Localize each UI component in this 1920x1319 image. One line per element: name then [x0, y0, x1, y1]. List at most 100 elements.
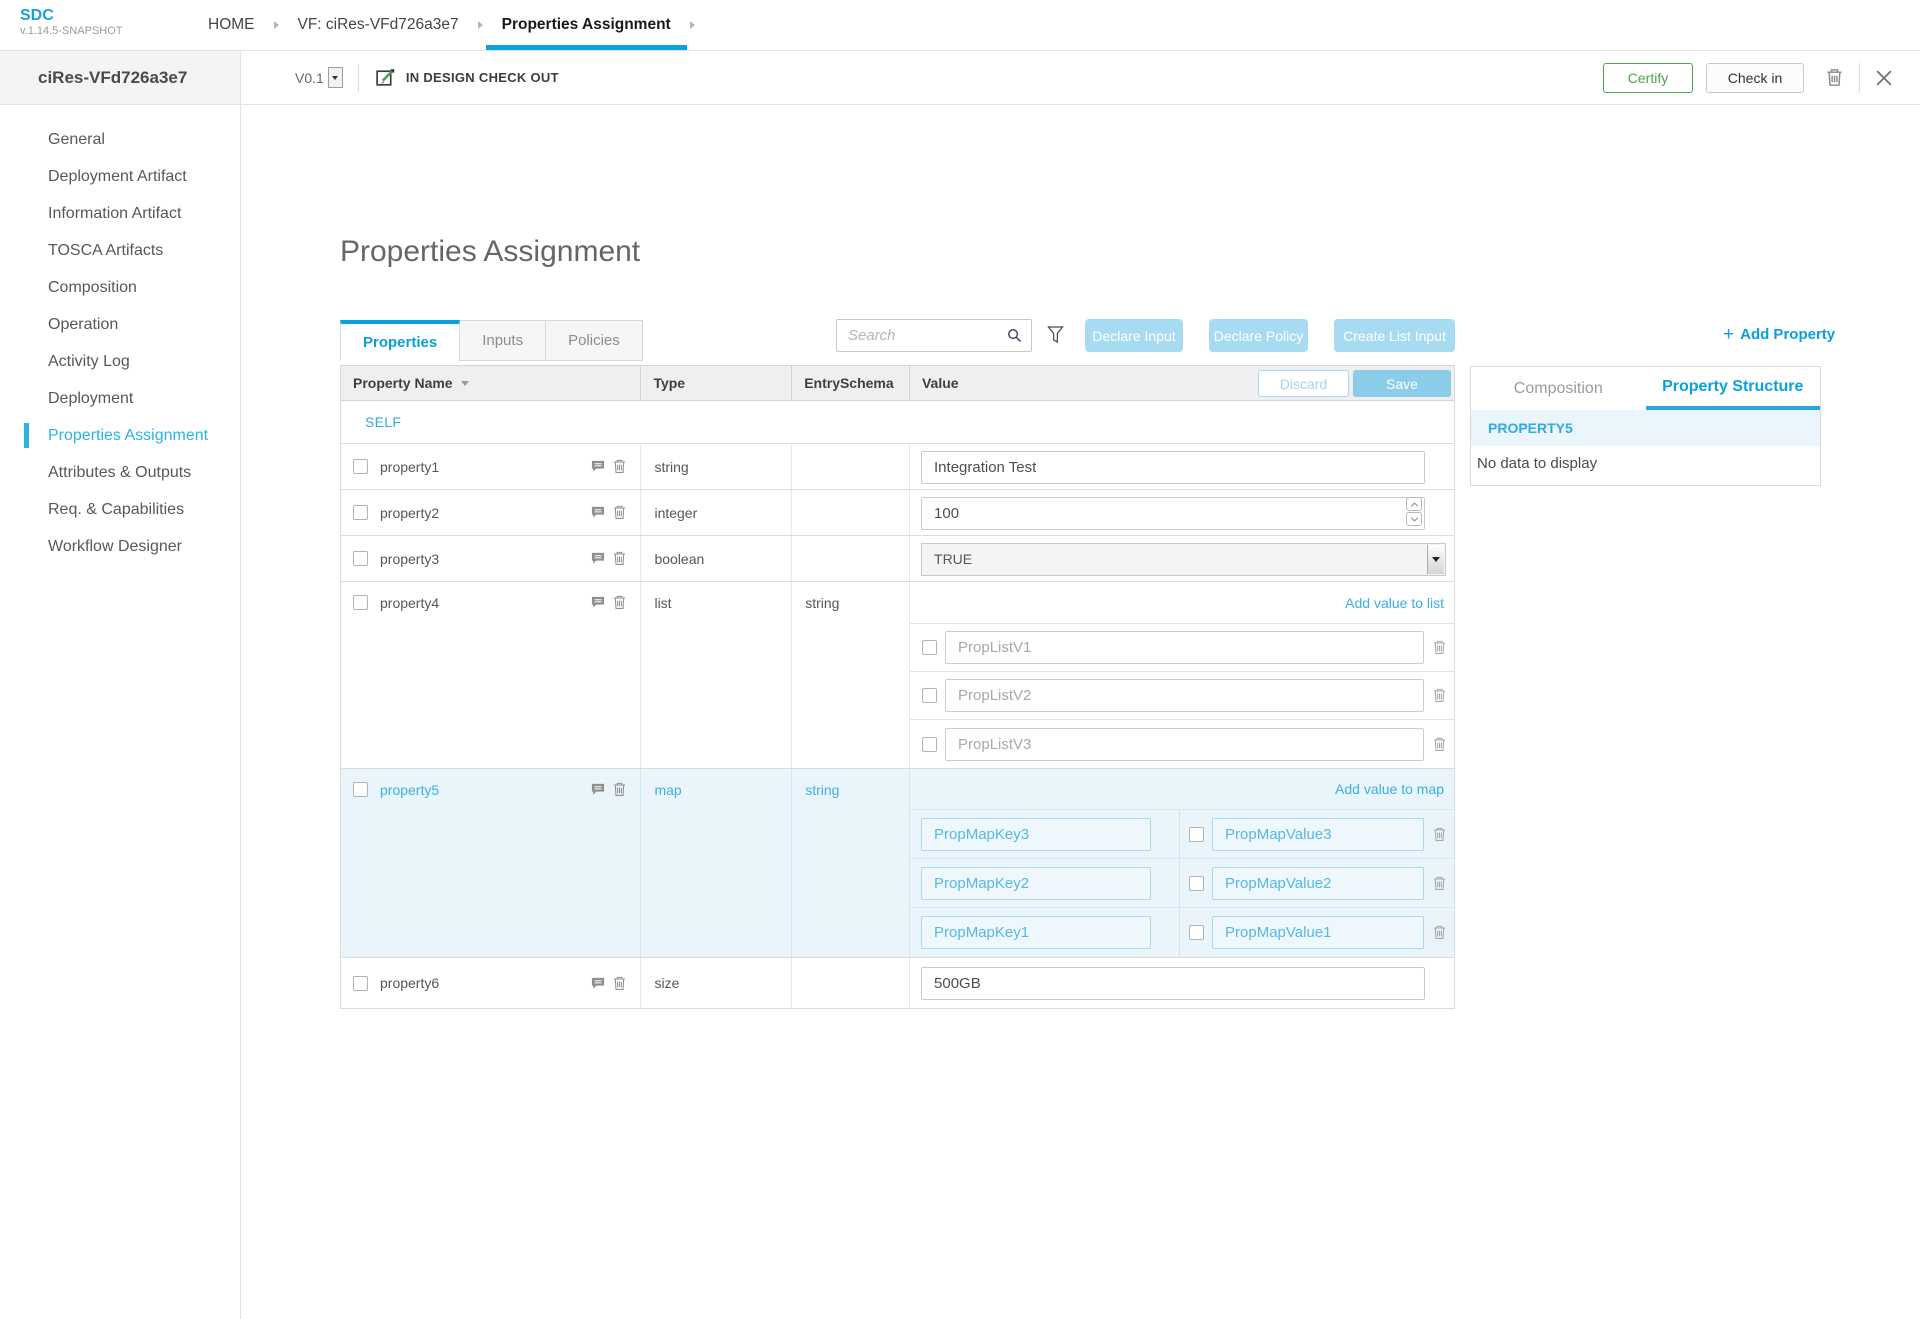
comment-icon[interactable]: [591, 783, 605, 796]
save-button[interactable]: Save: [1352, 370, 1451, 397]
sidebar-item-deployment[interactable]: Deployment: [48, 390, 134, 407]
trash-icon[interactable]: [1433, 640, 1446, 655]
breadcrumb-arrow-icon: [273, 21, 279, 29]
check-in-button[interactable]: Check in: [1706, 62, 1804, 93]
discard-button[interactable]: Discard: [1257, 370, 1349, 397]
map-key-input[interactable]: [921, 916, 1152, 949]
trash-icon[interactable]: [613, 551, 626, 566]
map-value-checkbox[interactable]: [1189, 925, 1205, 940]
selected-property-name[interactable]: PROPERTY5: [1471, 410, 1820, 446]
spinner-up-button[interactable]: [1406, 497, 1423, 511]
column-header-property-name[interactable]: Property Name: [341, 366, 640, 400]
tab-composition[interactable]: Composition: [1513, 379, 1603, 397]
boolean-select[interactable]: TRUE: [921, 542, 1447, 576]
tab-inputs[interactable]: Inputs: [460, 320, 547, 361]
property-name[interactable]: property5: [380, 782, 440, 798]
row-checkbox[interactable]: [353, 595, 368, 610]
trash-icon[interactable]: [1433, 827, 1446, 842]
chevron-up-icon: [1410, 501, 1418, 509]
list-value-input[interactable]: [945, 679, 1425, 712]
list-value-checkbox[interactable]: [922, 688, 938, 703]
trash-icon[interactable]: [613, 976, 626, 991]
list-value-checkbox[interactable]: [922, 736, 938, 752]
certify-button[interactable]: Certify: [1603, 62, 1693, 93]
property-type: list: [640, 582, 791, 768]
trash-icon[interactable]: [613, 505, 626, 520]
map-value-input[interactable]: [1212, 817, 1425, 851]
breadcrumb-vf[interactable]: VF: ciRes-VFd726a3e7: [297, 16, 459, 33]
sidebar-item-information-artifact[interactable]: Information Artifact: [48, 205, 182, 222]
sidebar-item-activity-log[interactable]: Activity Log: [48, 353, 130, 370]
trash-icon[interactable]: [1433, 876, 1446, 891]
map-value-checkbox[interactable]: [1189, 875, 1205, 891]
comment-icon[interactable]: [591, 977, 605, 990]
column-header-type: Type: [640, 366, 791, 400]
search-icon[interactable]: [1007, 328, 1022, 343]
spinner-down-button[interactable]: [1406, 512, 1423, 526]
tab-properties[interactable]: Properties: [340, 320, 461, 361]
trash-icon[interactable]: [1433, 688, 1446, 703]
version-select[interactable]: [327, 67, 343, 88]
properties-table: Property Name Type EntrySchema Value Dis…: [340, 365, 1455, 1009]
add-value-to-list-link[interactable]: Add value to list: [1345, 594, 1445, 611]
group-row-self[interactable]: SELF: [341, 401, 1454, 444]
sidebar-item-properties-assignment[interactable]: Properties Assignment: [0, 417, 240, 454]
value-input[interactable]: [921, 450, 1426, 484]
breadcrumb-home[interactable]: HOME: [208, 16, 255, 33]
row-checkbox[interactable]: [353, 551, 368, 566]
property-structure-panel: Composition Property Structure PROPERTY5…: [1470, 366, 1821, 486]
row-checkbox[interactable]: [353, 975, 368, 991]
trash-icon[interactable]: [613, 459, 626, 474]
comment-icon[interactable]: [591, 506, 605, 519]
property-type: size: [640, 958, 791, 1008]
sidebar-item-attributes-outputs[interactable]: Attributes & Outputs: [48, 464, 192, 481]
map-value-input[interactable]: [1212, 866, 1425, 900]
declare-input-button[interactable]: Declare Input: [1085, 319, 1183, 352]
list-value-row: [910, 624, 1455, 672]
property-type: map: [640, 769, 791, 957]
delete-icon[interactable]: [1826, 68, 1843, 87]
tab-property-structure[interactable]: Property Structure: [1645, 367, 1820, 410]
list-value-input[interactable]: [945, 727, 1425, 761]
sidebar-item-deployment-artifact[interactable]: Deployment Artifact: [48, 168, 187, 185]
sidebar-item-operation[interactable]: Operation: [48, 316, 119, 333]
column-header-value: Value Discard Save: [908, 366, 1454, 400]
sidebar-item-workflow-designer[interactable]: Workflow Designer: [48, 538, 182, 555]
version-label: V0.1: [295, 69, 324, 86]
search-input[interactable]: [837, 327, 1007, 344]
filter-icon[interactable]: [1047, 325, 1064, 345]
comment-icon[interactable]: [591, 596, 605, 609]
map-value-input[interactable]: [1212, 916, 1425, 949]
sidebar-item-general[interactable]: General: [48, 131, 105, 148]
comment-icon[interactable]: [591, 460, 605, 473]
tab-policies[interactable]: Policies: [546, 320, 643, 361]
map-value-checkbox[interactable]: [1189, 826, 1205, 842]
trash-icon[interactable]: [613, 595, 626, 610]
sidebar-item-req-capabilities[interactable]: Req. & Capabilities: [48, 501, 185, 518]
value-number-input[interactable]: [921, 496, 1426, 530]
add-property-button[interactable]: + Add Property: [1723, 325, 1835, 344]
sidebar-item-composition[interactable]: Composition: [48, 279, 137, 296]
close-icon[interactable]: [1876, 70, 1892, 86]
select-dropdown-button[interactable]: [1427, 544, 1445, 574]
trash-icon[interactable]: [1433, 925, 1446, 940]
row-checkbox[interactable]: [353, 505, 368, 520]
add-value-to-map-link[interactable]: Add value to map: [1335, 781, 1445, 797]
breadcrumb-current[interactable]: Properties Assignment: [485, 0, 687, 50]
row-checkbox[interactable]: [353, 459, 368, 474]
create-list-input-button[interactable]: Create List Input: [1334, 319, 1455, 352]
app-logo[interactable]: SDC v.1.14.5-SNAPSHOT: [0, 0, 192, 50]
trash-icon[interactable]: [1433, 737, 1446, 752]
list-value-checkbox[interactable]: [922, 640, 938, 655]
value-input[interactable]: [921, 967, 1426, 1000]
comment-icon[interactable]: [591, 552, 605, 565]
map-key-input[interactable]: [921, 866, 1152, 900]
trash-icon[interactable]: [613, 782, 626, 797]
sidebar-item-tosca-artifacts[interactable]: TOSCA Artifacts: [48, 242, 164, 259]
list-value-input[interactable]: [945, 631, 1425, 664]
declare-policy-button[interactable]: Declare Policy: [1209, 319, 1308, 352]
column-header-entryschema: EntrySchema: [791, 366, 909, 400]
row-checkbox[interactable]: [353, 782, 368, 797]
map-key-input[interactable]: [921, 817, 1152, 851]
